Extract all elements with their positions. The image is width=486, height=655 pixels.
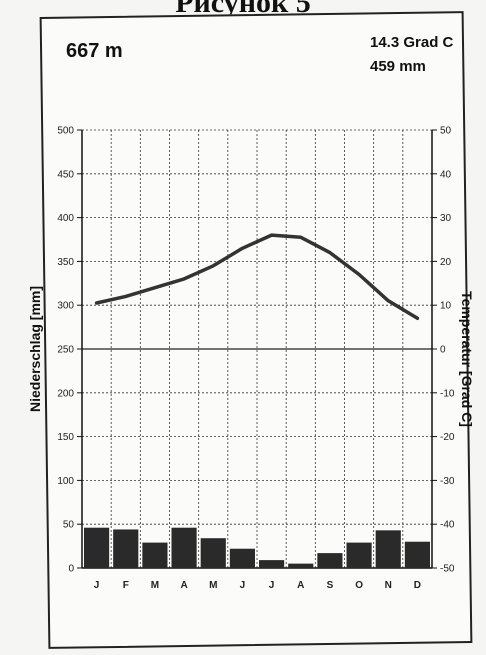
left-tick-label: 250 — [57, 345, 74, 356]
left-tick-label: 50 — [63, 520, 75, 531]
precipitation-bar — [171, 527, 197, 568]
left-tick-label: 300 — [57, 301, 74, 312]
right-tick-label: -10 — [440, 388, 455, 399]
left-tick-label: 200 — [57, 388, 74, 399]
precipitation-bar — [288, 563, 314, 568]
left-tick-label: 0 — [68, 564, 74, 575]
right-tick-label: -50 — [440, 564, 455, 575]
right-tick-label: 20 — [440, 257, 452, 268]
altitude-label: 667 m — [66, 40, 123, 62]
left-tick-label: 400 — [57, 213, 74, 224]
left-axis-title: Niederschlag [mm] — [27, 286, 43, 412]
precipitation-bar — [200, 538, 226, 568]
precipitation-bar — [84, 527, 110, 568]
month-label: D — [414, 580, 421, 591]
precipitation-bar — [346, 542, 372, 568]
right-axis-title: Temperatur [Grad C] — [459, 291, 475, 427]
right-tick-label: 30 — [440, 213, 452, 224]
left-tick-label: 500 — [57, 126, 74, 137]
precipitation-bar — [229, 548, 255, 568]
right-tick-label: 40 — [440, 169, 452, 180]
month-label: A — [180, 580, 187, 591]
month-label: M — [151, 580, 159, 591]
right-tick-label: -20 — [440, 432, 455, 443]
month-label: O — [355, 580, 363, 591]
precipitation-bar — [404, 541, 430, 568]
left-tick-label: 450 — [57, 169, 74, 180]
mean-temperature-label: 14.3 Grad C — [370, 34, 454, 51]
right-tick-label: -40 — [440, 520, 455, 531]
annual-precipitation-label: 459 mm — [370, 58, 426, 75]
month-label: M — [209, 580, 217, 591]
right-tick-label: 10 — [440, 301, 452, 312]
month-label: S — [327, 580, 334, 591]
month-label: N — [385, 580, 392, 591]
precipitation-bar — [142, 542, 168, 568]
month-label: A — [297, 580, 304, 591]
precipitation-bar — [113, 529, 139, 568]
right-tick-label: 50 — [440, 126, 452, 137]
precipitation-bar — [259, 560, 285, 568]
precipitation-bar — [317, 553, 343, 568]
right-tick-label: 0 — [440, 345, 446, 356]
month-label: J — [94, 580, 100, 591]
month-label: J — [240, 580, 246, 591]
month-label: F — [123, 580, 129, 591]
left-tick-label: 150 — [57, 432, 74, 443]
left-tick-label: 100 — [57, 476, 74, 487]
precipitation-bar — [375, 530, 401, 568]
left-tick-label: 350 — [57, 257, 74, 268]
month-label: J — [269, 580, 275, 591]
temperature-line — [94, 233, 420, 321]
right-tick-label: -30 — [440, 476, 455, 487]
